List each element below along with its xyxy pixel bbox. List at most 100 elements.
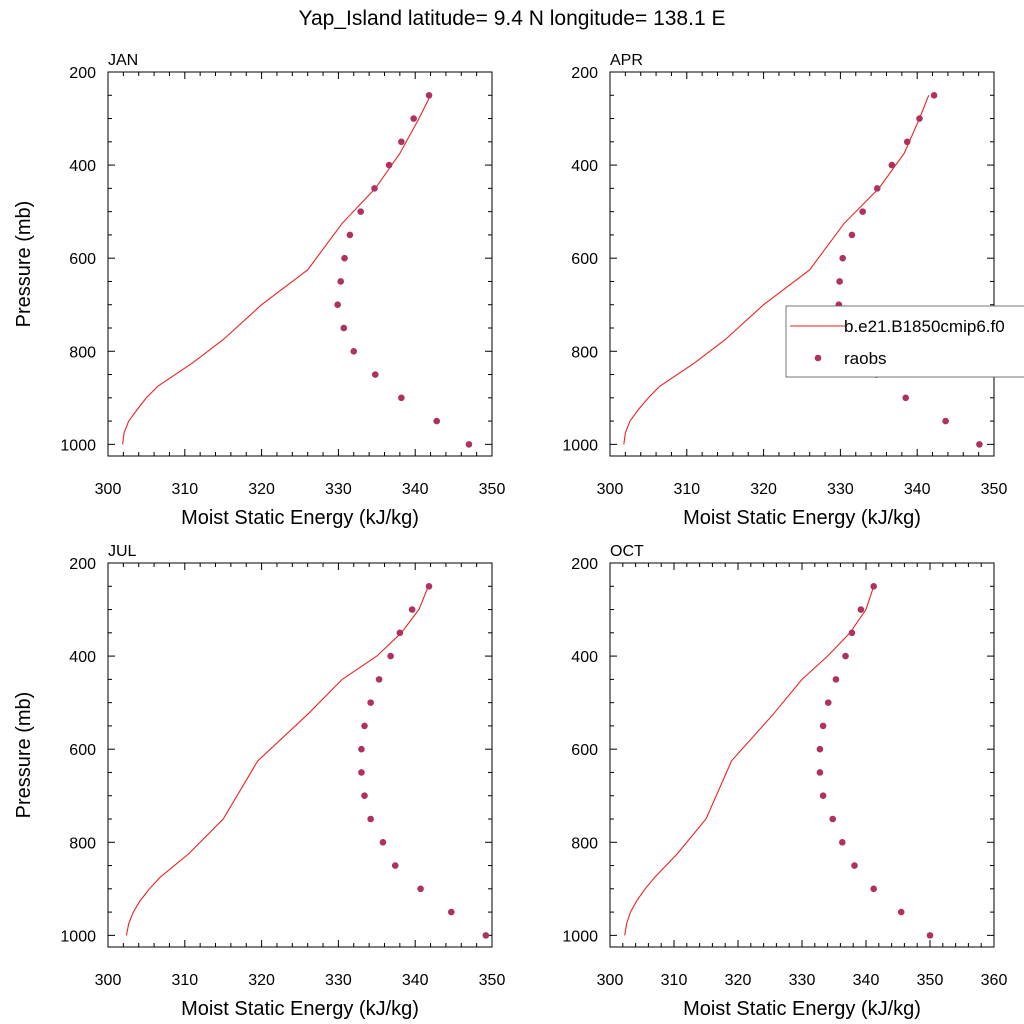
y-tick-label: 1000 <box>562 437 598 454</box>
model-line <box>125 586 429 936</box>
obs-point <box>832 676 840 683</box>
x-tick-label: 300 <box>95 972 122 989</box>
x-tick-label: 330 <box>325 972 352 989</box>
page-title: Yap_Island latitude= 9.4 N longitude= 13… <box>299 7 726 30</box>
model-line <box>624 586 875 936</box>
x-axis-label: Moist Static Energy (kJ/kg) <box>683 998 921 1020</box>
x-tick-label: 320 <box>248 481 275 498</box>
obs-point <box>358 769 365 776</box>
obs-point <box>361 792 368 800</box>
x-tick-label: 350 <box>479 481 506 498</box>
obs-point <box>842 652 849 660</box>
panel-0: JAN 300 310 320 330 340 350 200 400 600 800 1000 Moi… <box>13 52 505 529</box>
obs-point <box>396 629 404 637</box>
y-tick-label: 600 <box>571 251 598 268</box>
y-tick-label: 800 <box>69 835 96 852</box>
obs-point <box>350 347 358 355</box>
obs-point <box>367 699 374 706</box>
y-tick-label: 400 <box>69 158 96 175</box>
panel-title: APR <box>610 52 643 69</box>
y-tick-label: 400 <box>571 649 598 666</box>
obs-point <box>839 254 847 262</box>
x-tick-label: 330 <box>789 972 816 989</box>
obs-point <box>819 792 827 800</box>
y-tick-label: 200 <box>69 556 96 573</box>
panel-1: APR 300 310 320 330 340 350 200 400 600 800 1000 Moi… <box>562 52 1007 529</box>
y-tick-label: 600 <box>69 251 96 268</box>
x-tick-label: 320 <box>248 972 275 989</box>
obs-point <box>410 115 417 122</box>
x-axis-label: Moist Static Energy (kJ/kg) <box>181 507 419 529</box>
x-tick-label: 350 <box>479 972 506 989</box>
obs-point <box>358 745 365 753</box>
panel-2: JUL 300 310 320 330 340 350 200 400 600 800 1000 Moi… <box>13 543 505 1020</box>
x-tick-label: 360 <box>981 972 1008 989</box>
obs-point <box>417 885 424 893</box>
x-axis-label: Moist Static Energy (kJ/kg) <box>181 998 419 1020</box>
obs-point <box>903 138 911 146</box>
x-tick-label: 350 <box>917 972 944 989</box>
y-tick-label: 1000 <box>60 437 96 454</box>
obs-point <box>334 301 341 309</box>
obs-point <box>902 394 909 402</box>
x-tick-label: 300 <box>95 481 122 498</box>
plot-frame <box>609 562 995 948</box>
y-tick-label: 800 <box>571 344 598 361</box>
legend: b.e21.B1850cmip6.f0 raobs <box>785 305 1024 378</box>
panels: JAN 300 310 320 330 340 350 200 400 600 800 1000 Moi… <box>13 52 1007 1020</box>
panel-title: JAN <box>108 52 138 69</box>
obs-point <box>816 769 824 776</box>
obs-point <box>447 908 455 916</box>
y-axis-label: Pressure (mb) <box>13 692 35 819</box>
legend-box <box>785 305 1024 378</box>
obs-point <box>870 885 877 893</box>
plot-frame <box>609 71 995 457</box>
obs-point <box>873 185 881 192</box>
obs-point <box>888 161 896 169</box>
x-tick-label: 310 <box>171 481 198 498</box>
obs-point <box>465 441 473 448</box>
obs-point <box>398 394 405 402</box>
legend-label: raobs <box>844 349 887 368</box>
obs-point <box>870 582 877 590</box>
y-tick-label: 200 <box>571 65 598 82</box>
obs-point <box>375 676 383 683</box>
x-tick-label: 320 <box>725 972 752 989</box>
y-tick-label: 200 <box>571 556 598 573</box>
panel-3: OCT 300 310 320 330 340 350 360 200 400 600 800 1000… <box>562 543 1007 1020</box>
x-axis-label: Moist Static Energy (kJ/kg) <box>683 507 921 529</box>
obs-point <box>340 324 348 332</box>
x-tick-label: 320 <box>750 481 777 498</box>
obs-point <box>976 441 983 448</box>
x-tick-label: 340 <box>402 972 429 989</box>
y-tick-label: 600 <box>69 742 96 759</box>
x-tick-label: 340 <box>904 481 931 498</box>
obs-point <box>371 185 378 192</box>
obs-point <box>942 417 949 425</box>
obs-point <box>337 278 345 285</box>
x-tick-label: 340 <box>402 481 429 498</box>
obs-point <box>851 862 858 869</box>
obs-point <box>391 862 399 869</box>
obs-point <box>848 231 856 239</box>
obs-point <box>930 91 938 99</box>
obs-point <box>897 908 905 916</box>
x-tick-label: 340 <box>853 972 880 989</box>
obs-point <box>824 699 832 706</box>
x-tick-label: 300 <box>597 972 624 989</box>
obs-point <box>816 745 824 753</box>
obs-point <box>357 208 364 215</box>
obs-point <box>398 138 405 146</box>
y-tick-label: 800 <box>69 344 96 361</box>
x-tick-label: 330 <box>827 481 854 498</box>
obs-point <box>425 582 433 590</box>
y-tick-label: 800 <box>571 835 598 852</box>
obs-point <box>361 722 368 730</box>
y-axis-label: Pressure (mb) <box>13 201 35 328</box>
x-tick-label: 350 <box>981 481 1008 498</box>
obs-point <box>379 838 387 846</box>
obs-point <box>367 815 374 823</box>
panel-title: OCT <box>610 543 644 560</box>
obs-point <box>482 932 490 939</box>
